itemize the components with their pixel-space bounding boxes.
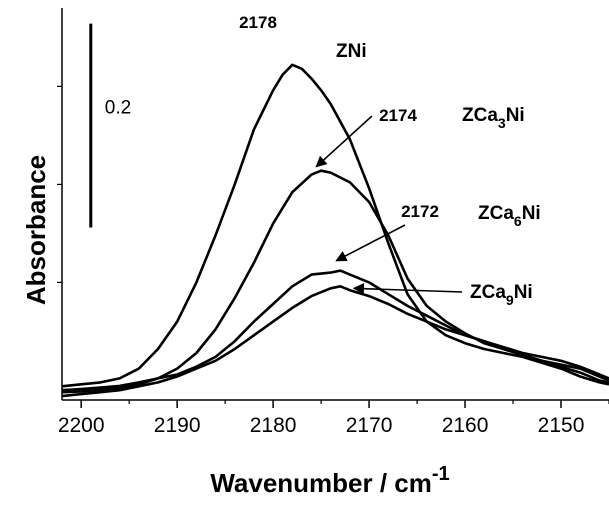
series-line-zca6ni	[61, 269, 609, 392]
series-label-zni: ZNi	[336, 41, 367, 62]
series-line-zni	[61, 63, 609, 388]
series-label-suffix: Ni	[514, 282, 533, 303]
series-label-zca9ni: ZCa9Ni	[470, 282, 533, 308]
peak-label-zni: 2178	[239, 13, 277, 32]
series-label-suffix: Ni	[506, 105, 525, 126]
x-tick-label-2170: 2170	[346, 414, 393, 437]
x-axis-title-text: Wavenumber / cm	[210, 468, 432, 498]
x-tick-label-2150: 2150	[538, 414, 585, 437]
series-label-zca3ni: ZCa3Ni	[462, 105, 525, 131]
series-label-subscript: 3	[498, 115, 506, 131]
series-label-suffix: Ni	[522, 203, 541, 224]
y-axis-title: Absorbance	[21, 155, 51, 305]
arrow-zca9ni	[352, 283, 463, 295]
x-tick-label-2160: 2160	[442, 414, 489, 437]
series-label-subscript: 9	[506, 292, 514, 308]
axes-group: 2200 2190 2180 2170 2160 2150	[57, 8, 609, 437]
x-tick-label-2190: 2190	[154, 414, 201, 437]
peak-label-zca3ni: 2174	[379, 106, 417, 125]
series-label-prefix: ZCa	[470, 282, 506, 303]
arrow-zca3ni	[315, 115, 373, 168]
series-line-zca9ni	[61, 285, 609, 398]
x-axis-title: Wavenumber / cm-1	[210, 463, 449, 498]
peak-label-zca6ni: 2172	[401, 202, 439, 221]
series-label-prefix: ZCa	[462, 105, 498, 126]
x-tick-label-2200: 2200	[58, 414, 105, 437]
series-label-prefix: ZCa	[478, 203, 514, 224]
x-axis-title-superscript: -1	[432, 463, 450, 485]
series-label-subscript: 6	[514, 213, 522, 229]
series-label-zca6ni: ZCa6Ni	[478, 203, 541, 229]
arrow-zca6ni	[335, 224, 406, 262]
series-lines-group	[61, 63, 609, 398]
scale-bar-label: 0.2	[105, 98, 131, 119]
x-tick-label-2180: 2180	[250, 414, 297, 437]
